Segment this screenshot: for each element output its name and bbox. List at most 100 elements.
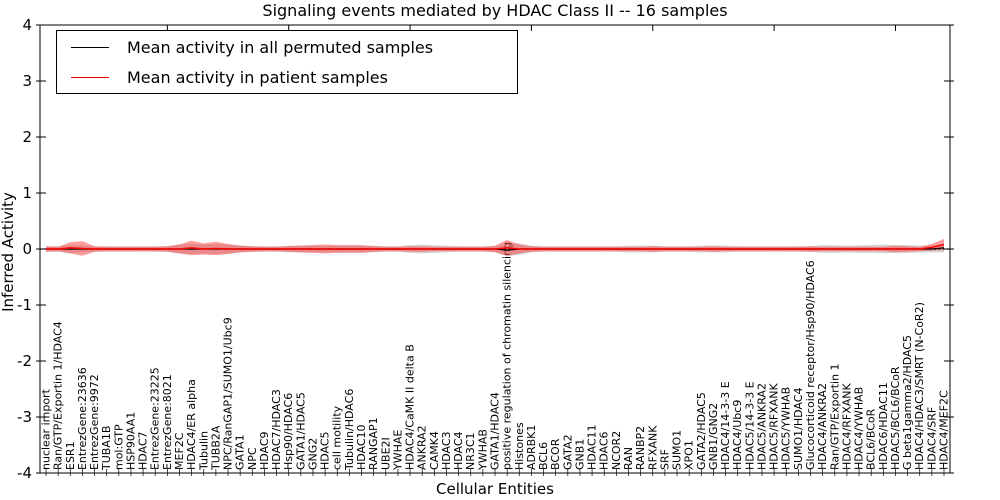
svg-text:HDAC6: HDAC6 [598, 431, 611, 470]
svg-text:HDAC7/HDAC3: HDAC7/HDAC3 [270, 389, 283, 470]
legend-entry-permuted: Mean activity in all permuted samples [71, 32, 517, 62]
svg-text:4: 4 [22, 16, 32, 34]
svg-text:HDAC4/CaMK II delta B: HDAC4/CaMK II delta B [404, 344, 417, 470]
svg-text:HDAC3: HDAC3 [440, 431, 453, 470]
svg-text:HDAC7: HDAC7 [137, 431, 150, 470]
svg-text:YWHAE: YWHAE [391, 430, 404, 471]
svg-text:HDAC4/MEF2C: HDAC4/MEF2C [938, 390, 951, 470]
y-axis-label: Inferred Activity [0, 192, 17, 312]
svg-text:SUMO1: SUMO1 [671, 430, 684, 470]
svg-text:HDAC4/Ubc9: HDAC4/Ubc9 [731, 400, 744, 470]
svg-text:2: 2 [22, 128, 32, 146]
svg-text:XPO1: XPO1 [683, 440, 696, 470]
svg-text:ANKRA2: ANKRA2 [416, 425, 429, 470]
svg-text:mol:GTP: mol:GTP [112, 424, 125, 470]
svg-text:BCL6/BCoR: BCL6/BCoR [865, 408, 878, 470]
permuted-line-swatch [71, 46, 109, 48]
svg-text:HDAC4/14-3-3 E: HDAC4/14-3-3 E [719, 381, 732, 470]
svg-text:HSP90AA1: HSP90AA1 [124, 412, 137, 470]
legend-entry-patient: Mean activity in patient samples [71, 62, 517, 92]
svg-text:TUBA1B: TUBA1B [100, 426, 113, 471]
svg-text:HDAC5/BCL6/BCoR: HDAC5/BCL6/BCoR [889, 366, 902, 470]
svg-text:HDAC11: HDAC11 [586, 424, 599, 470]
svg-text:Ran/GTP/Exportin 1: Ran/GTP/Exportin 1 [828, 363, 841, 470]
svg-text:BCOR: BCOR [549, 438, 562, 470]
svg-text:HDAC5/ANKRA2: HDAC5/ANKRA2 [755, 383, 768, 470]
svg-text:GATA1: GATA1 [234, 434, 247, 470]
svg-text:HDAC4/SRF: HDAC4/SRF [925, 407, 938, 470]
svg-text:EntrezGene:23225: EntrezGene:23225 [149, 367, 162, 470]
svg-text:RANGAP1: RANGAP1 [367, 417, 380, 470]
svg-text:-1: -1 [17, 296, 32, 314]
svg-text:HDAC4/ER alpha: HDAC4/ER alpha [185, 379, 198, 470]
svg-text:HDAC4/YWHAB: HDAC4/YWHAB [853, 387, 866, 470]
svg-text:CAMK4: CAMK4 [428, 431, 441, 470]
svg-text:EntrezGene:9972: EntrezGene:9972 [88, 374, 101, 470]
svg-text:G beta1gamma2/HDAC5: G beta1gamma2/HDAC5 [901, 335, 914, 470]
svg-text:nuclear import: nuclear import [40, 388, 53, 470]
svg-text:ESR1: ESR1 [64, 441, 77, 470]
svg-text:HDAC5/RFXANK: HDAC5/RFXANK [768, 382, 781, 470]
svg-text:YWHAB: YWHAB [476, 429, 489, 471]
chart-title: Signaling events mediated by HDAC Class … [262, 1, 728, 20]
svg-text:HDAC4/RFXANK: HDAC4/RFXANK [840, 382, 853, 470]
svg-text:MEF2C: MEF2C [173, 432, 186, 470]
svg-text:HDAC10: HDAC10 [355, 424, 368, 470]
svg-text:-4: -4 [17, 464, 32, 482]
svg-text:Hsp90/HDAC6: Hsp90/HDAC6 [282, 393, 295, 470]
svg-text:HDAC4: HDAC4 [452, 431, 465, 470]
svg-text:GATA2: GATA2 [561, 434, 574, 470]
x-tick-labels: nuclear import Ran/GTP/Exportin 1/HDAC4 ES… [40, 242, 951, 471]
svg-text:HDAC5/14-3-3 E: HDAC5/14-3-3 E [743, 381, 756, 470]
svg-text:RFXANK: RFXANK [646, 425, 659, 470]
svg-text:NCOR2: NCOR2 [610, 431, 623, 470]
svg-text:GNB1: GNB1 [573, 439, 586, 470]
svg-text:positive regulation of chromat: positive regulation of chromatin silenci… [501, 242, 514, 470]
svg-text:SUMO1/HDAC4: SUMO1/HDAC4 [792, 388, 805, 470]
svg-text:-3: -3 [17, 408, 32, 426]
svg-text:ADRBK1: ADRBK1 [525, 425, 538, 470]
svg-text:Tubulin/HDAC6: Tubulin/HDAC6 [343, 389, 356, 471]
svg-text:HDAC5: HDAC5 [319, 431, 332, 470]
svg-text:HDAC9: HDAC9 [258, 431, 271, 470]
svg-text:HDAC5/YWHAB: HDAC5/YWHAB [780, 387, 793, 470]
svg-text:SRF: SRF [658, 449, 671, 470]
svg-text:TUBB2A: TUBB2A [209, 425, 222, 471]
svg-text:EntrezGene:8021: EntrezGene:8021 [161, 374, 174, 470]
svg-text:RAN: RAN [622, 447, 635, 470]
patient-mean-line [46, 243, 945, 250]
patient-band [46, 238, 944, 256]
legend-label-patient: Mean activity in patient samples [127, 67, 388, 87]
svg-text:GNB1/GNG2: GNB1/GNG2 [707, 403, 720, 470]
bottom-ticks [45, 469, 945, 476]
svg-text:1: 1 [22, 184, 32, 202]
svg-text:Glucocorticoid receptor/Hsp90/: Glucocorticoid receptor/Hsp90/HDAC6 [804, 260, 817, 470]
svg-text:NR3C1: NR3C1 [464, 432, 477, 470]
svg-text:NPC/RanGAP1/SUMO1/Ubc9: NPC/RanGAP1/SUMO1/Ubc9 [222, 317, 235, 470]
svg-text:0: 0 [22, 240, 32, 258]
legend-label-permuted: Mean activity in all permuted samples [127, 37, 434, 57]
x-axis-label: Cellular Entities [436, 480, 554, 498]
svg-text:GNG2: GNG2 [306, 438, 319, 470]
svg-text:Ran/GTP/Exportin 1/HDAC4: Ran/GTP/Exportin 1/HDAC4 [52, 321, 65, 470]
patient-line-swatch [71, 76, 109, 78]
svg-text:NPC: NPC [246, 447, 259, 470]
svg-text:BCL6: BCL6 [537, 442, 550, 470]
svg-text:HDAC6/HDAC11: HDAC6/HDAC11 [877, 382, 890, 470]
svg-text:3: 3 [22, 72, 32, 90]
svg-text:-2: -2 [17, 352, 32, 370]
svg-text:RANBP2: RANBP2 [634, 426, 647, 470]
svg-text:EntrezGene:23636: EntrezGene:23636 [76, 367, 89, 470]
y-tick-labels: 4 3 2 1 0 -1 -2 -3 -4 [17, 16, 32, 482]
svg-text:GATA1/HDAC5: GATA1/HDAC5 [294, 392, 307, 470]
legend: Mean activity in all permuted samples Me… [56, 30, 518, 94]
svg-text:GATA1/HDAC4: GATA1/HDAC4 [489, 392, 502, 470]
svg-text:HDAC4/ANKRA2: HDAC4/ANKRA2 [816, 383, 829, 470]
svg-text:HDAC4/HDAC3/SMRT (N-CoR2): HDAC4/HDAC3/SMRT (N-CoR2) [913, 302, 926, 470]
svg-text:Tubulin: Tubulin [197, 431, 210, 471]
svg-text:UBE2I: UBE2I [379, 437, 392, 470]
svg-text:GATA2/HDAC5: GATA2/HDAC5 [695, 392, 708, 470]
svg-text:Histones: Histones [513, 422, 526, 470]
